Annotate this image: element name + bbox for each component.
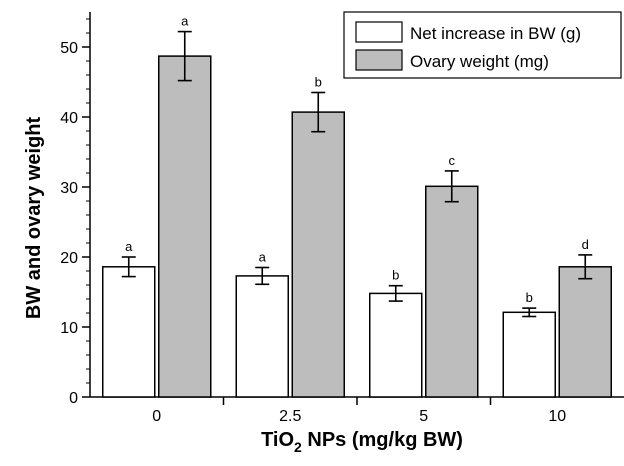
- significance-label: a: [259, 250, 267, 265]
- y-axis-title: BW and ovary weight: [23, 117, 45, 320]
- x-axis-title-rest: NPs (mg/kg BW): [302, 429, 463, 451]
- y-tick-label: 50: [60, 40, 78, 57]
- significance-label: b: [392, 268, 399, 283]
- y-tick-label: 0: [69, 390, 78, 407]
- error-bar-group: [121, 30, 593, 318]
- x-tick-label: 0: [152, 408, 161, 425]
- legend-label-net-increase: Net increase in BW (g): [410, 24, 581, 43]
- bar-group: [102, 55, 612, 398]
- x-axis-title: TiO2 NPs (mg/kg BW): [261, 429, 463, 455]
- bar-ovary-weight-2: [425, 185, 479, 398]
- x-tick-label: 5: [419, 408, 428, 425]
- bar-ovary-weight-0: [158, 55, 212, 398]
- significance-label: d: [582, 237, 589, 252]
- y-tick-label: 30: [60, 180, 78, 197]
- legend: Net increase in BW (g) Ovary weight (mg): [343, 11, 622, 79]
- bar-net-increase-2: [369, 292, 423, 398]
- bar-net-increase-3: [502, 311, 556, 398]
- significance-label-group: a a a b b c b d: [125, 14, 589, 306]
- significance-label: b: [526, 290, 533, 305]
- bar-ovary-weight-3: [558, 266, 612, 398]
- y-tick-label: 10: [60, 320, 78, 337]
- legend-swatch-ovary-weight: [355, 49, 403, 71]
- significance-label: b: [315, 75, 322, 90]
- bar-net-increase-1: [235, 275, 289, 398]
- significance-label: c: [449, 153, 456, 168]
- legend-swatch-net-increase: [355, 21, 403, 43]
- legend-label-ovary-weight: Ovary weight (mg): [410, 52, 549, 71]
- significance-label: a: [181, 14, 189, 29]
- bar-net-increase-0: [102, 266, 156, 398]
- x-axis: 0 2.5 5 10: [90, 396, 624, 425]
- bar-ovary-weight-1: [291, 111, 345, 398]
- x-axis-title-main: TiO: [261, 429, 294, 451]
- y-tick-label: 20: [60, 250, 78, 267]
- x-axis-title-subscript: 2: [294, 439, 302, 455]
- x-tick-label: 10: [548, 408, 566, 425]
- y-axis: 0 10 20 30 40 50: [60, 12, 91, 407]
- y-tick-label: 40: [60, 110, 78, 127]
- significance-label: a: [125, 239, 133, 254]
- x-tick-label: 2.5: [279, 408, 301, 425]
